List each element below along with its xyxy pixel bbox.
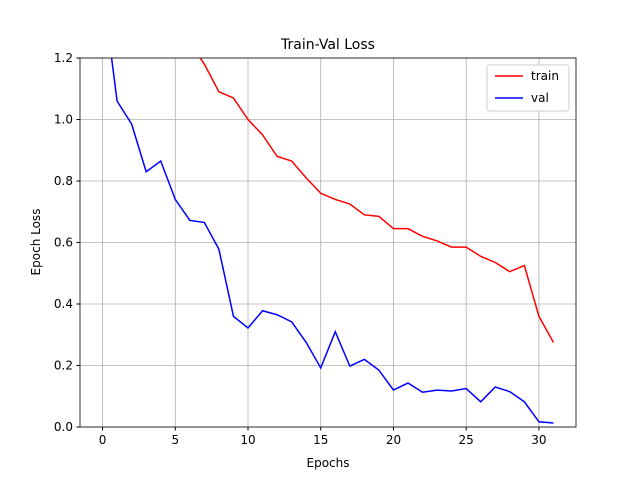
- x-tick-label: 20: [386, 433, 401, 447]
- y-tick-label: 0.8: [54, 174, 73, 188]
- x-axis-label: Epochs: [307, 456, 350, 470]
- y-tick-label: 0.6: [54, 236, 73, 250]
- chart-title: Train-Val Loss: [280, 37, 375, 53]
- x-tick-label: 10: [240, 433, 255, 447]
- x-tick-label: 30: [531, 433, 546, 447]
- y-tick-label: 0.4: [54, 297, 73, 311]
- y-tick-label: 1.0: [54, 113, 73, 127]
- axes-frame: [79, 57, 577, 428]
- x-tick-label: 5: [171, 433, 179, 447]
- y-tick-label: 0.0: [54, 420, 73, 434]
- x-tick-label: 0: [99, 433, 107, 447]
- line: [110, 58, 554, 424]
- y-tick-label: 1.2: [54, 51, 73, 65]
- x-tick-label: 15: [313, 433, 328, 447]
- line: [199, 58, 555, 343]
- plot-area: [110, 58, 555, 424]
- x-tick-label: 25: [459, 433, 474, 447]
- y-tick-label: 0.2: [54, 359, 73, 373]
- y-axis-label: Epoch Loss: [29, 209, 43, 276]
- legend-label: val: [531, 91, 549, 105]
- legend-label: train: [531, 69, 559, 83]
